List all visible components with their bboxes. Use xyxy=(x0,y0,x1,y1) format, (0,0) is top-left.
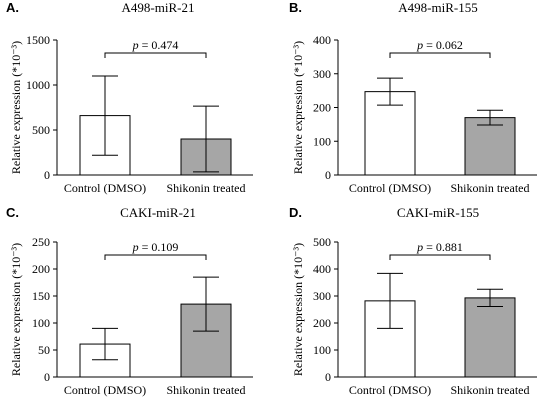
p-symbol: p xyxy=(416,240,423,254)
x-tick-label: Shikonin treated xyxy=(451,383,530,397)
y-tick-label: 200 xyxy=(313,316,331,330)
p-value-text: = 0.062 xyxy=(423,38,463,52)
y-tick-label: 500 xyxy=(313,235,331,249)
chart-panel-4: D. CAKI-miR-155 Relative expression (*10⁻³… xyxy=(289,205,537,397)
y-tick-label: 1500 xyxy=(26,33,50,47)
x-tick-label: Control (DMSO) xyxy=(64,383,146,397)
significance-bracket xyxy=(104,254,207,260)
chart-title: CAKI-miR-21 xyxy=(120,205,196,220)
y-tick-label: 500 xyxy=(32,123,50,137)
p-value-text: = 0.474 xyxy=(139,38,179,52)
y-tick-label: 50 xyxy=(38,343,50,357)
y-axis-label: Relative expression (*10⁻³) xyxy=(9,243,23,376)
y-axis-label: Relative expression (*10⁻³) xyxy=(291,243,305,376)
panel-label: C. xyxy=(6,205,19,220)
p-symbol: p xyxy=(132,38,139,52)
panel-label: B. xyxy=(289,0,302,15)
y-tick-label: 200 xyxy=(32,262,50,276)
y-tick-label: 200 xyxy=(313,101,331,115)
bar-shikonin xyxy=(464,297,516,378)
chart-panel-1: A. A498-miR-21 Relative expression (*10⁻³)… xyxy=(6,0,253,195)
chart-title: A498-miR-21 xyxy=(122,0,195,15)
x-tick-label: Control (DMSO) xyxy=(349,181,431,195)
panel-label: D. xyxy=(289,205,302,220)
significance-bracket xyxy=(389,52,491,58)
y-tick-label: 100 xyxy=(313,134,331,148)
y-tick-label: 100 xyxy=(313,343,331,357)
y-tick-label: 400 xyxy=(313,33,331,47)
chart-title: A498-miR-155 xyxy=(398,0,477,15)
y-axis-label: Relative expression (*10⁻³) xyxy=(9,41,23,174)
y-axis-label: Relative expression (*10⁻³) xyxy=(291,41,305,174)
y-tick-label: 300 xyxy=(313,67,331,81)
p-value-annotation: p = 0.109 xyxy=(132,240,179,254)
y-tick-label: 250 xyxy=(32,235,50,249)
bar-shikonin xyxy=(464,117,516,176)
chart-title: CAKI-miR-155 xyxy=(397,205,479,220)
y-tick-label: 1000 xyxy=(26,78,50,92)
y-tick-label: 100 xyxy=(32,316,50,330)
x-tick-label: Control (DMSO) xyxy=(349,383,431,397)
chart-panel-3: C. CAKI-miR-21 Relative expression (*10⁻³)… xyxy=(6,205,253,397)
x-tick-label: Shikonin treated xyxy=(167,181,246,195)
y-tick-label: 0 xyxy=(44,168,50,182)
significance-bracket xyxy=(389,254,491,260)
p-value-annotation: p = 0.474 xyxy=(132,38,179,52)
y-tick-label: 400 xyxy=(313,262,331,276)
p-value-text: = 0.109 xyxy=(139,240,179,254)
y-tick-label: 0 xyxy=(325,168,331,182)
p-value-annotation: p = 0.062 xyxy=(416,38,463,52)
x-tick-label: Shikonin treated xyxy=(167,383,246,397)
p-value-text: = 0.881 xyxy=(423,240,463,254)
chart-panel-2: B. A498-miR-155 Relative expression (*10⁻³… xyxy=(289,0,537,195)
p-symbol: p xyxy=(132,240,139,254)
y-tick-label: 0 xyxy=(44,370,50,384)
significance-bracket xyxy=(104,52,207,58)
x-tick-label: Shikonin treated xyxy=(451,181,530,195)
y-tick-label: 300 xyxy=(313,289,331,303)
panel-label: A. xyxy=(6,0,19,15)
p-value-annotation: p = 0.881 xyxy=(416,240,463,254)
x-tick-label: Control (DMSO) xyxy=(64,181,146,195)
y-tick-label: 150 xyxy=(32,289,50,303)
y-tick-label: 0 xyxy=(325,370,331,384)
p-symbol: p xyxy=(416,38,423,52)
